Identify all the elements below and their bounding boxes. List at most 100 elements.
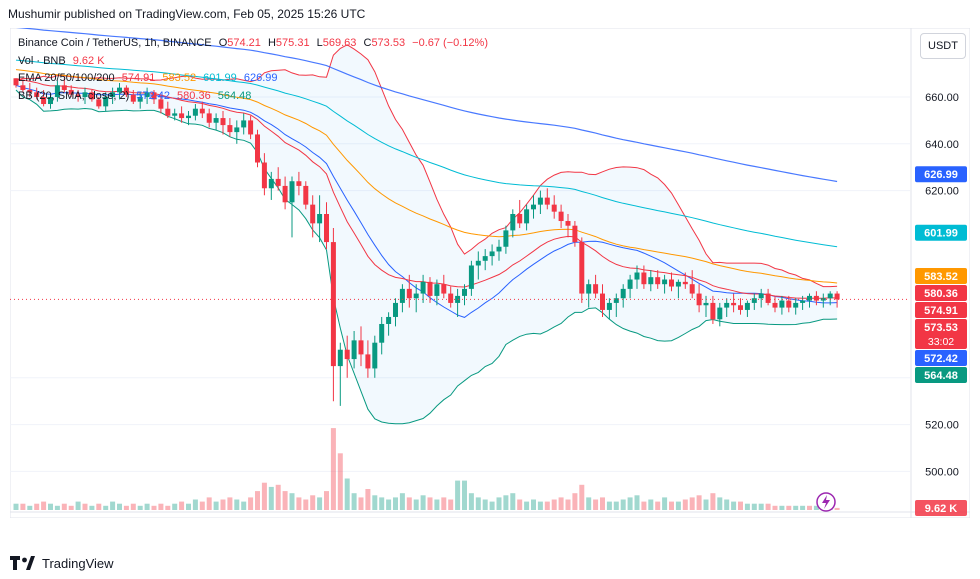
volume-bar[interactable] [379, 497, 385, 510]
candle[interactable] [172, 108, 178, 121]
volume-bar[interactable] [158, 503, 164, 510]
volume-bar[interactable] [489, 501, 495, 510]
candle[interactable] [199, 101, 205, 119]
volume-bar[interactable] [786, 505, 792, 510]
volume-bar[interactable] [606, 501, 612, 510]
volume-bar[interactable] [123, 505, 129, 510]
volume-bar[interactable] [172, 503, 178, 510]
candle[interactable] [303, 181, 309, 210]
legend-symbol[interactable]: Binance Coin / TetherUS, 1h, BINANCE [18, 37, 212, 49]
volume-bar[interactable] [268, 486, 274, 510]
volume-tag[interactable]: 9.62 K [915, 500, 967, 516]
candle[interactable] [151, 89, 157, 105]
candle[interactable] [34, 87, 40, 100]
candle[interactable] [420, 274, 426, 303]
volume-bar[interactable] [503, 495, 509, 510]
legend-volume-row[interactable]: Vol · BNB 9.62 K [18, 53, 492, 71]
candle[interactable] [593, 274, 599, 299]
candle[interactable] [827, 291, 833, 306]
candle[interactable] [261, 153, 267, 196]
candle[interactable] [117, 82, 122, 100]
volume-bar[interactable] [289, 493, 295, 510]
candle[interactable] [579, 237, 585, 303]
candle[interactable] [600, 284, 605, 317]
volume-bar[interactable] [558, 497, 564, 510]
price-tag[interactable]: 572.42 [915, 349, 967, 366]
candle[interactable] [751, 293, 757, 310]
price-tag[interactable]: 601.99 [915, 224, 967, 241]
candle[interactable] [289, 176, 295, 238]
candle[interactable] [434, 279, 440, 306]
candle[interactable] [317, 195, 323, 243]
candle[interactable] [765, 288, 771, 306]
bb-lower-line[interactable] [15, 89, 838, 425]
candle[interactable] [744, 300, 750, 317]
volume-bar[interactable] [358, 497, 364, 510]
volume-bar[interactable] [199, 501, 205, 510]
candle[interactable] [365, 340, 371, 378]
volume-bar[interactable] [531, 499, 536, 511]
candle[interactable] [275, 167, 281, 191]
candle[interactable] [675, 279, 681, 299]
candle[interactable] [137, 92, 143, 109]
bb-upper-line[interactable] [15, 44, 838, 288]
candle[interactable] [779, 295, 785, 315]
candle[interactable] [13, 78, 19, 88]
candle[interactable] [89, 89, 95, 102]
volume-bar[interactable] [165, 505, 171, 510]
price-tag[interactable]: 583.52 [915, 267, 967, 284]
volume-bar[interactable] [738, 501, 743, 510]
chart-area[interactable]: 660.00640.00620.00540.00520.00500.00212:… [10, 28, 970, 518]
candle[interactable] [468, 260, 474, 296]
candle[interactable] [351, 331, 357, 369]
candle[interactable] [620, 284, 626, 308]
candle[interactable] [296, 171, 302, 196]
volume-bar[interactable] [689, 497, 695, 510]
candle[interactable] [813, 291, 819, 306]
candle[interactable] [696, 284, 702, 313]
candle[interactable] [255, 129, 260, 168]
candle[interactable] [572, 221, 578, 247]
candle[interactable] [551, 195, 557, 219]
volume-bar[interactable] [510, 493, 516, 510]
candle[interactable] [544, 188, 550, 210]
volume-bar[interactable] [261, 482, 267, 510]
candle[interactable] [393, 298, 398, 327]
volume-bar[interactable] [54, 505, 60, 510]
candle[interactable] [41, 89, 47, 107]
candle[interactable] [655, 270, 661, 289]
volume-bar[interactable] [455, 480, 461, 510]
volume-bar[interactable] [186, 503, 191, 510]
volume-bar[interactable] [565, 499, 571, 511]
candle[interactable] [724, 298, 730, 317]
candle[interactable] [379, 316, 385, 355]
volume-bar[interactable] [241, 501, 247, 510]
volume-bar[interactable] [524, 501, 530, 510]
volume-bar[interactable] [682, 499, 688, 511]
candle[interactable] [669, 272, 674, 292]
candle[interactable] [758, 288, 764, 308]
volume-bar[interactable] [137, 505, 143, 510]
volume-bar[interactable] [475, 497, 481, 510]
volume-bar[interactable] [255, 491, 260, 510]
volume-bar[interactable] [68, 505, 74, 510]
volume-bar[interactable] [20, 503, 26, 510]
volume-bar[interactable] [627, 497, 633, 510]
candle[interactable] [455, 288, 461, 317]
volume-bar[interactable] [462, 480, 467, 510]
legend-ema-row[interactable]: EMA 20/50/100/200 574.91 583.52 601.99 6… [18, 70, 492, 88]
candle[interactable] [786, 295, 792, 313]
candle[interactable] [448, 286, 454, 308]
price-tag[interactable]: 580.36 [915, 284, 967, 301]
volume-bar[interactable] [61, 503, 67, 510]
candle[interactable] [165, 101, 171, 119]
candle[interactable] [206, 108, 212, 128]
volume-bar[interactable] [834, 507, 840, 510]
volume-bar[interactable] [586, 497, 592, 510]
volume-bar[interactable] [482, 499, 488, 511]
candle[interactable] [234, 120, 240, 144]
candle[interactable] [586, 279, 592, 308]
volume-bar[interactable] [234, 499, 240, 511]
volume-bar[interactable] [751, 503, 757, 510]
volume-bar[interactable] [110, 501, 116, 510]
